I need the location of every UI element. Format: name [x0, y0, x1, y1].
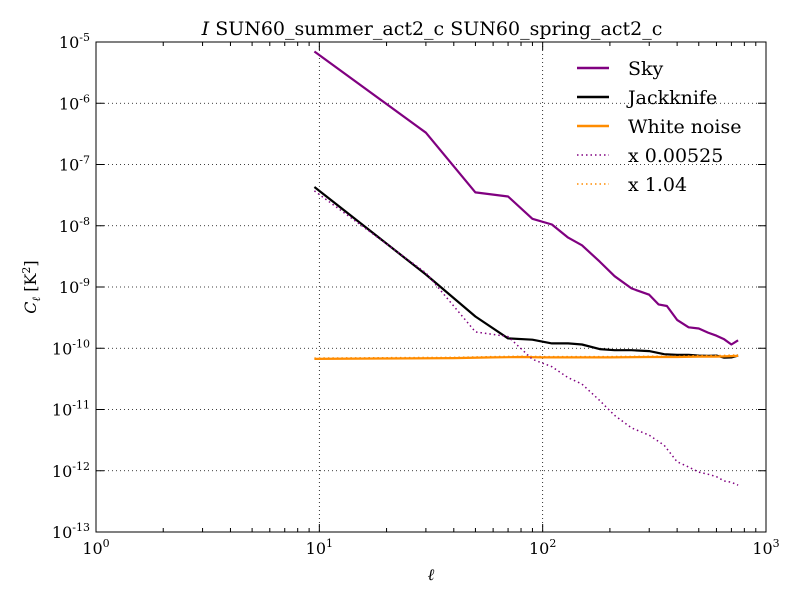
y-tick-label: 10-11 — [52, 399, 90, 420]
y-tick-label: 10-8 — [59, 215, 90, 236]
x-tick-label: 101 — [306, 537, 333, 558]
series-line-sky — [313, 50, 739, 346]
y-axis-label: Cℓ [K2] — [20, 260, 43, 313]
ticks: 100 101 102 103 10-5 10-6 10-7 10-8 10-9 10-10 10-… — [52, 31, 780, 558]
chart-title: I SUN60_summer_act2_c SUN60_spring_act2_… — [201, 18, 663, 40]
y-tick-label: 10-10 — [52, 337, 90, 358]
legend-label-x-1-04: x 1.04 — [628, 174, 687, 196]
series-layer — [313, 50, 739, 486]
x-tick-label: 103 — [752, 537, 779, 558]
series-line-white-noise — [314, 354, 739, 360]
legend-label-white-noise: White noise — [628, 116, 742, 138]
legend-label-sky: Sky — [628, 58, 664, 80]
y-tick-label: 10-6 — [59, 92, 90, 113]
y-tick-label: 10-7 — [59, 154, 90, 175]
legend: Sky Jackknife White noise x 0.00525 x 1.04 — [577, 58, 742, 196]
y-tick-label: 10-5 — [59, 31, 90, 52]
plot-frame — [95, 41, 767, 533]
x-axis-label: ℓ — [428, 565, 435, 584]
y-tick-label: 10-12 — [52, 460, 90, 481]
grid — [96, 42, 766, 532]
y-tick-label: 10-9 — [59, 276, 90, 297]
x-tick-label: 102 — [529, 537, 556, 558]
y-tick-label: 10-13 — [52, 521, 90, 542]
x-tick-label: 100 — [82, 537, 109, 558]
legend-label-x-0-00525: x 0.00525 — [628, 145, 723, 167]
legend-label-jackknife: Jackknife — [626, 87, 717, 109]
